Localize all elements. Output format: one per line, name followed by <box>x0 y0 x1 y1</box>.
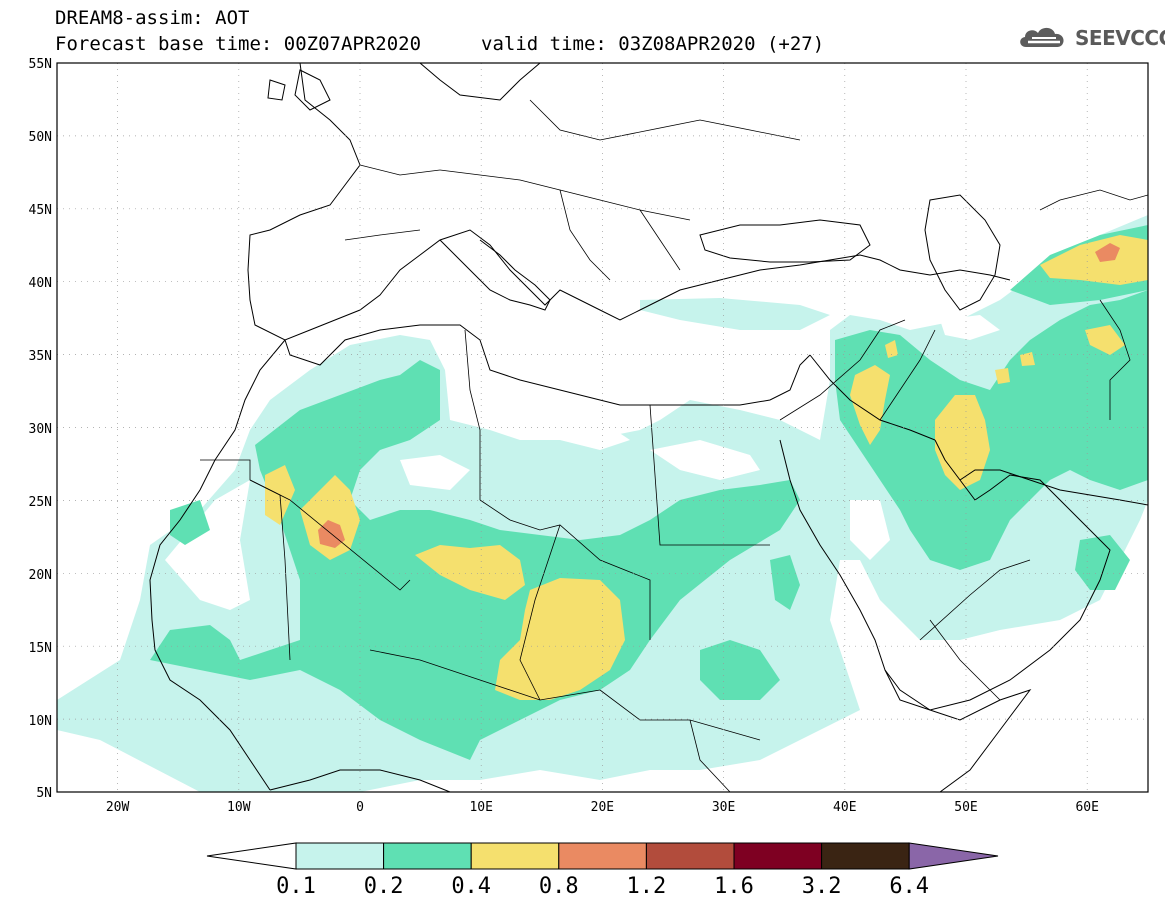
lat-label: 5N <box>36 786 52 801</box>
colorbar-swatch <box>645 842 735 870</box>
aot-shading <box>57 215 1148 792</box>
aot-shade-low <box>640 298 830 330</box>
lon-label: 60E <box>1075 800 1098 815</box>
aot-shade-high <box>495 578 625 700</box>
colorbar-swatch <box>383 842 472 870</box>
colorbar-swatch <box>470 842 560 870</box>
lon-label: 40E <box>833 800 856 815</box>
colorbar-swatch <box>821 842 910 870</box>
lat-label: 35N <box>29 349 52 364</box>
map-frame <box>56 62 1149 793</box>
colorbar-label: 0.2 <box>364 874 404 899</box>
latitude-labels: 55N 50N 45N 40N 35N 30N 25N 20N 15N 10N … <box>29 57 52 801</box>
lat-label: 10N <box>29 714 52 729</box>
colorbar-swatch <box>295 842 385 870</box>
logo-text: SEEVCCC <box>1075 26 1165 50</box>
aot-shade-moderate <box>770 555 800 610</box>
aot-shade-moderate <box>1075 535 1130 590</box>
aot-shade-moderate <box>835 290 1148 570</box>
lon-label: 30E <box>712 800 735 815</box>
country-borders <box>200 99 1148 792</box>
colorbar-label: 0.8 <box>539 874 579 899</box>
aot-shade-high <box>1020 352 1035 366</box>
lat-label: 40N <box>29 276 52 291</box>
lon-label: 10E <box>469 800 492 815</box>
lat-label: 30N <box>29 422 52 437</box>
colorbar-label: 0.1 <box>276 874 316 899</box>
colorbar-label: 1.6 <box>714 874 754 899</box>
aot-shade-high <box>1040 235 1148 285</box>
coastlines <box>149 63 1148 792</box>
lat-label: 15N <box>29 641 52 656</box>
aot-shade-high <box>415 545 525 600</box>
lon-label: 50E <box>954 800 977 815</box>
seevccc-logo: SEEVCCC <box>1016 22 1165 54</box>
aot-shade-very-high <box>1095 243 1120 262</box>
aot-clear-area <box>650 440 760 480</box>
aot-shade-moderate <box>700 640 780 700</box>
lat-label: 45N <box>29 203 52 218</box>
valid-time: valid time: 03Z08APR2020 (+27) <box>481 33 825 55</box>
longitude-labels: 20W 10W 0 10E 20E 30E 40E 50E 60E <box>106 800 1099 815</box>
aot-shade-high <box>885 340 898 358</box>
aot-shade-high <box>995 368 1010 384</box>
colorbar-label: 1.2 <box>627 874 667 899</box>
aot-clear-area <box>400 455 470 490</box>
lon-label: 10W <box>227 800 251 815</box>
map-title: DREAM8-assim: AOT <box>55 7 250 29</box>
lat-label: 20N <box>29 568 52 583</box>
forecast-base-time: Forecast base time: 00Z07APR2020 <box>55 33 422 55</box>
lat-label: 25N <box>29 495 52 510</box>
lat-label: 55N <box>29 57 52 72</box>
aot-clear-area <box>480 385 630 450</box>
lon-label: 0 <box>356 800 364 815</box>
lat-label: 50N <box>29 130 52 145</box>
aot-clear-area <box>850 500 890 560</box>
lon-label: 20W <box>106 800 130 815</box>
aot-shade-high <box>1085 325 1125 355</box>
colorbar-label: 6.4 <box>889 874 929 899</box>
colorbar-label: 0.4 <box>451 874 491 899</box>
colorbar-label: 3.2 <box>802 874 842 899</box>
colorbar-over-triangle <box>908 842 999 870</box>
cloud-icon <box>1020 27 1064 47</box>
aot-shade-high <box>850 365 890 445</box>
aot-clear-area <box>940 315 1000 340</box>
aot-shade-moderate <box>170 500 210 545</box>
lon-label: 20E <box>591 800 614 815</box>
aot-shade-high <box>300 475 360 560</box>
colorbar-swatch <box>558 842 647 870</box>
colorbar-under-triangle <box>206 842 297 870</box>
aot-clear-area <box>165 480 250 610</box>
aot-shade-high <box>935 395 990 490</box>
colorbar: 0.1 0.2 0.4 0.8 1.2 1.6 3.2 6.4 <box>206 842 999 899</box>
colorbar-swatch <box>733 842 823 870</box>
